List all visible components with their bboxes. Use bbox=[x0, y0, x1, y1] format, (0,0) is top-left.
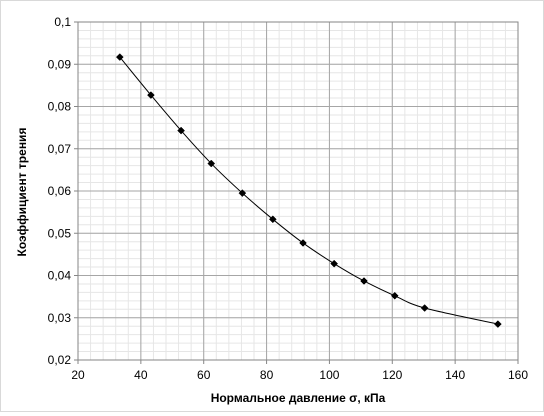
y-tick-label: 0,09 bbox=[48, 57, 72, 71]
trendline bbox=[119, 56, 498, 325]
data-points bbox=[115, 53, 502, 328]
x-tick-label: 80 bbox=[260, 368, 274, 382]
data-point-marker bbox=[115, 53, 124, 61]
data-point-marker bbox=[299, 239, 307, 247]
data-point-marker bbox=[147, 91, 155, 99]
y-tick-label: 0,1 bbox=[54, 15, 71, 29]
data-point-marker bbox=[238, 189, 247, 197]
x-tick-label: 140 bbox=[445, 368, 465, 382]
x-tick-label: 40 bbox=[134, 368, 148, 382]
data-point-marker bbox=[420, 304, 429, 312]
x-tick-label: 160 bbox=[508, 368, 528, 382]
data-point-marker bbox=[177, 126, 185, 135]
x-tick-label: 120 bbox=[382, 368, 402, 382]
x-axis-title: Нормальное давление σ, кПа bbox=[211, 391, 386, 405]
y-axis-title: Коэффициент трения bbox=[15, 128, 29, 257]
y-tick-label: 0,07 bbox=[48, 142, 72, 156]
data-point-marker bbox=[390, 291, 399, 300]
x-tick-label: 100 bbox=[319, 368, 339, 382]
y-axis-ticks: 0,02 0,03 0,04 0,05 0,06 0,07 0,08 0,09 0,1 bbox=[48, 15, 78, 367]
y-tick-label: 0,05 bbox=[48, 226, 72, 240]
data-point-marker bbox=[269, 215, 277, 224]
y-tick-label: 0,02 bbox=[48, 353, 72, 367]
y-tick-label: 0,04 bbox=[48, 269, 72, 283]
x-axis-ticks: 20 40 60 80 100 120 140 160 bbox=[71, 360, 528, 382]
x-tick-label: 20 bbox=[71, 368, 85, 382]
x-tick-label: 60 bbox=[197, 368, 211, 382]
y-tick-label: 0,08 bbox=[48, 100, 72, 114]
data-point-marker bbox=[330, 259, 338, 268]
data-point-marker bbox=[207, 159, 216, 168]
data-point-marker bbox=[360, 277, 368, 285]
y-tick-label: 0,03 bbox=[48, 311, 72, 325]
series-trendline bbox=[119, 56, 498, 325]
y-tick-label: 0,06 bbox=[48, 184, 72, 198]
data-point-marker bbox=[494, 320, 502, 328]
